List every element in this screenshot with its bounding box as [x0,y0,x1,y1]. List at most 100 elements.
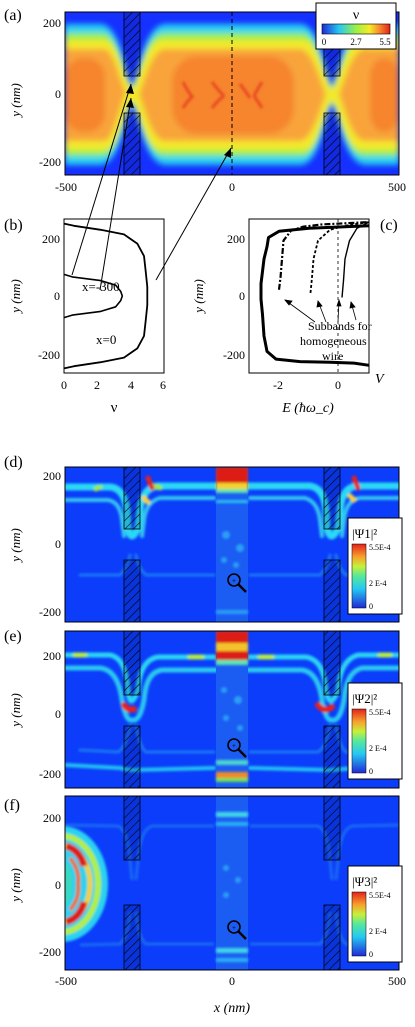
xtick-label: -2 [273,378,283,392]
series-group-c [259,221,370,367]
ytick-label: 200 [43,16,61,30]
series-line-1 [63,222,149,370]
psi2-map [65,631,399,788]
ytick-label: -200 [223,348,245,362]
xtick-label: 4 [128,378,134,392]
annotation-V: V [375,372,385,387]
edge-state-blob [65,826,108,942]
series-line-2 [309,221,370,293]
colorbar-tick: 2 E-4 [369,927,387,936]
ytick-label: 200 [43,811,61,825]
colorbar-title: |Ψ3|² [352,874,377,889]
colorbar-tick: 5.5E-4 [369,708,391,717]
colorbar-tick: 0 [369,767,373,776]
xtick-label: 500 [388,974,406,988]
ytick-label: 0 [239,289,245,303]
y-axis-label: y (nm) [191,279,206,315]
y-axis-label: y (nm) [8,83,23,119]
xtick-label: 0 [229,974,235,988]
y-axis-label: y (nm) [8,868,23,904]
ytick-label: 200 [42,232,60,246]
colorbar-tick: 2 E-4 [369,579,387,588]
annotation-subbands-2: homogeneous [300,334,367,348]
ytick-label: 0 [55,707,61,721]
ytick-label: -200 [38,348,60,362]
series-line-0 [63,273,124,319]
subband-arrows [284,298,357,323]
panel-d: + (d) 200 0 -200 y (nm) |Ψ1|² 5.5E-4 2 E… [4,454,403,623]
xtick-label: 0 [335,378,341,392]
annotation-subbands-1: Subbands for [308,319,372,333]
svg-text:+: + [232,924,236,932]
ytick-label: 200 [227,232,245,246]
xtick-label: 500 [388,180,406,194]
colorbar-psi2: |Ψ2|² 5.5E-4 2 E-4 0 [347,682,403,780]
plot-frame-b [63,218,165,374]
colorbar-psi1: |Ψ1|² 5.5E-4 2 E-4 0 [347,517,403,615]
annotation-subbands-3: wire [322,349,343,363]
colorbar-tick: 2.7 [350,37,362,47]
panel-b: (b) 200 0 -200 y (nm) 0 2 4 6 ν x=-300 x… [4,217,166,416]
colorbar-tick: 0 [369,602,373,611]
colorbar-title: ν [353,8,359,23]
svg-text:+: + [232,577,236,585]
colorbar-tick: 5.5E-4 [369,891,391,900]
panel-c: (c) 200 0 -200 y (nm) -2 0 E (ħω_c) Subb… [191,217,398,416]
panel-label-f: (f) [4,797,20,814]
colorbar-tick: 5.5E-4 [369,543,391,552]
colorbar-title: |Ψ1|² [352,526,377,541]
svg-text:+: + [232,742,236,750]
series-line-1 [277,221,370,290]
xtick-label: -500 [55,974,77,988]
x-axis-label: x (nm) [213,1001,250,1016]
ytick-label: 0 [55,878,61,892]
colorbar-nu: ν 0 2.7 5.5 [315,2,397,50]
series-line-3 [341,221,370,298]
ytick-label: -200 [39,945,61,959]
colorbar-tick: 2 E-4 [369,744,387,753]
magnifier-icon: + [227,738,247,758]
panel-label-c: (c) [380,217,398,234]
y-axis-label: y (nm) [8,279,23,315]
series-line-0 [259,224,370,367]
ytick-label: 200 [43,649,61,663]
x-axis-label: E (ħω_c) [281,401,334,416]
xtick-label: -500 [55,180,77,194]
panel-label-a: (a) [4,7,22,24]
ytick-label: 0 [55,87,61,101]
ytick-label: -200 [39,767,61,781]
series-group-b [63,222,149,370]
panel-label-b: (b) [4,217,23,234]
plot-frame-c [248,218,370,374]
annotation-x300: x=-300 [82,279,120,294]
panel-e: + (e) 200 0 -200 y (nm) |Ψ2|² 5.5E-4 2 E… [4,628,403,789]
magnifier-icon: + [227,920,247,940]
colorbar-psi3: |Ψ3|² 5.5E-4 2 E-4 0 [347,865,403,963]
y-axis-label: y (nm) [8,693,23,729]
ytick-label: 0 [55,537,61,551]
xtick-label: 0 [229,180,235,194]
panel-label-e: (e) [4,628,22,645]
ytick-label: 200 [43,469,61,483]
panel-a: (a) 200 0 -200 y (nm) -500 0 500 ν 0 2.7… [4,2,406,194]
psi3-map [65,796,399,970]
xtick-label: 2 [94,378,100,392]
y-axis-label: y (nm) [8,528,23,564]
panel-f: + (f) 200 0 -200 y (nm) -500 0 500 x (nm… [4,795,406,1016]
colorbar-title: |Ψ2|² [352,691,377,706]
x-axis-label: ν [111,400,118,416]
magnifier-icon: + [227,573,247,593]
xtick-label: 0 [61,378,67,392]
ytick-label: 0 [54,289,60,303]
annotation-x0: x=0 [96,332,116,347]
panel-label-d: (d) [4,454,23,471]
colorbar-tick: 0 [369,950,373,959]
colorbar-tick: 5.5 [379,37,391,47]
connector-arrows [71,83,232,291]
ytick-label: -200 [39,155,61,169]
xtick-label: 6 [160,378,166,392]
colorbar-tick: 0 [322,37,327,47]
psi1-map [65,467,399,622]
ytick-label: -200 [39,605,61,619]
